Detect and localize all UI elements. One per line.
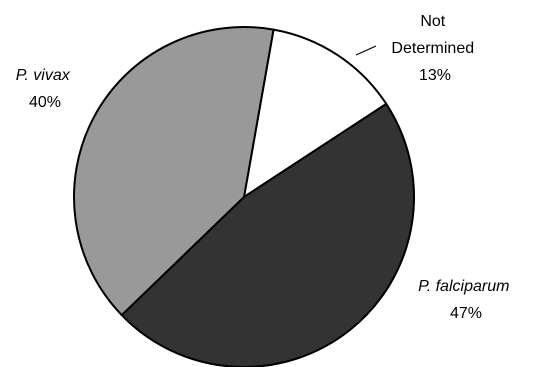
- value-not-determined: 13%: [419, 67, 451, 84]
- label-p-vivax-name: P. vivax: [16, 67, 71, 84]
- value-p-falciparum: 47%: [450, 305, 482, 322]
- label-not-determined: Not Determined 13%: [391, 13, 478, 84]
- pie-slice-p-vivax: [73, 26, 275, 317]
- label-p-falciparum: P. falciparum 47%: [418, 278, 514, 322]
- pie-slice-not-determined: [243, 28, 388, 198]
- leader-line-not-determined: [355, 45, 377, 56]
- label-not-determined-line1: Not: [420, 13, 445, 30]
- pie-slice-p-falciparum: [120, 102, 415, 367]
- label-not-determined-line2: Determined: [391, 40, 474, 57]
- label-p-falciparum-name: P. falciparum: [418, 278, 509, 295]
- value-p-vivax: 40%: [29, 94, 61, 111]
- label-p-vivax: P. vivax 40%: [16, 67, 74, 111]
- pie-slices: [73, 26, 415, 367]
